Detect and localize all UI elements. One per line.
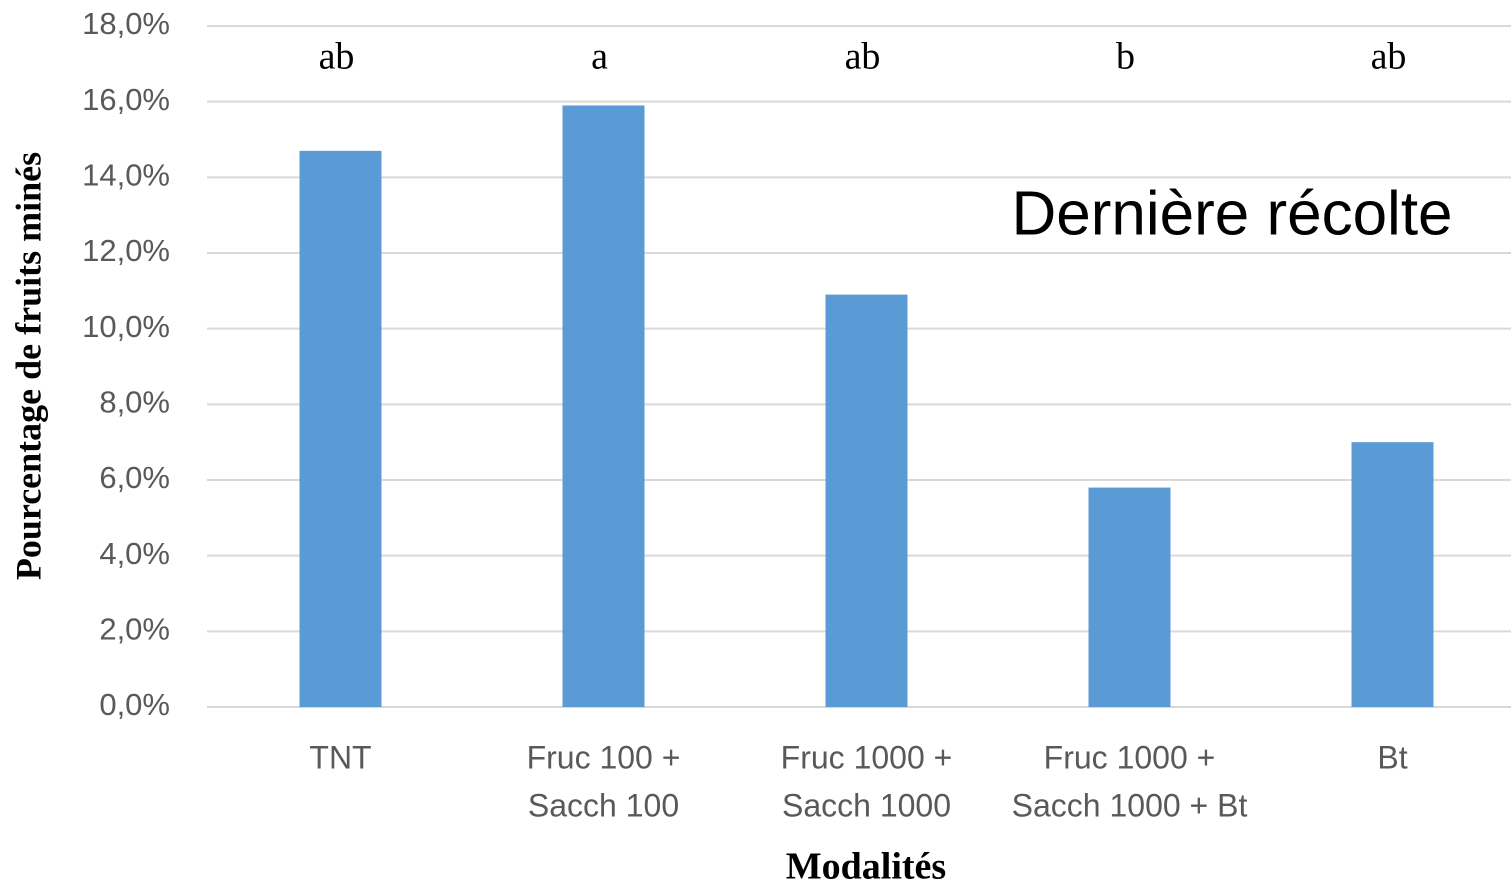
x-tick-label: Fruc 1000 + [781, 739, 953, 775]
x-tick-label: Sacch 1000 + Bt [1012, 787, 1248, 823]
significance-letter: ab [319, 36, 355, 78]
bar [1089, 488, 1171, 707]
x-tick-label: TNT [309, 739, 371, 775]
significance-letter: b [1116, 36, 1135, 78]
significance-letter: a [591, 36, 608, 78]
y-tick-label: 14,0% [82, 158, 170, 193]
x-tick-label: Sacch 100 [528, 787, 679, 823]
x-tick-label: Fruc 100 + [527, 739, 681, 775]
bar [563, 105, 645, 707]
bar [1352, 442, 1434, 707]
y-tick-label: 12,0% [82, 233, 170, 268]
x-tick-label: Sacch 1000 [782, 787, 951, 823]
y-tick-label: 4,0% [99, 536, 170, 571]
y-tick-label: 8,0% [99, 385, 170, 420]
y-axis-title: Pourcentage de fruits minés [8, 152, 48, 580]
x-axis-title: Modalités [786, 846, 946, 888]
x-tick-label: Bt [1377, 739, 1407, 775]
chart: Dernière récolte Modalités Pourcentage d… [0, 0, 1511, 890]
bar [300, 151, 382, 707]
y-tick-label: 10,0% [82, 309, 170, 344]
x-tick-label: Fruc 1000 + [1044, 739, 1216, 775]
y-tick-label: 2,0% [99, 612, 170, 647]
significance-letter: ab [1371, 36, 1407, 78]
y-tick-label: 18,0% [82, 6, 170, 41]
y-tick-label: 0,0% [99, 687, 170, 722]
bar [826, 295, 908, 707]
significance-letter: ab [845, 36, 881, 78]
y-tick-label: 16,0% [82, 82, 170, 117]
annotation: Dernière récolte [1011, 179, 1452, 248]
y-tick-label: 6,0% [99, 460, 170, 495]
